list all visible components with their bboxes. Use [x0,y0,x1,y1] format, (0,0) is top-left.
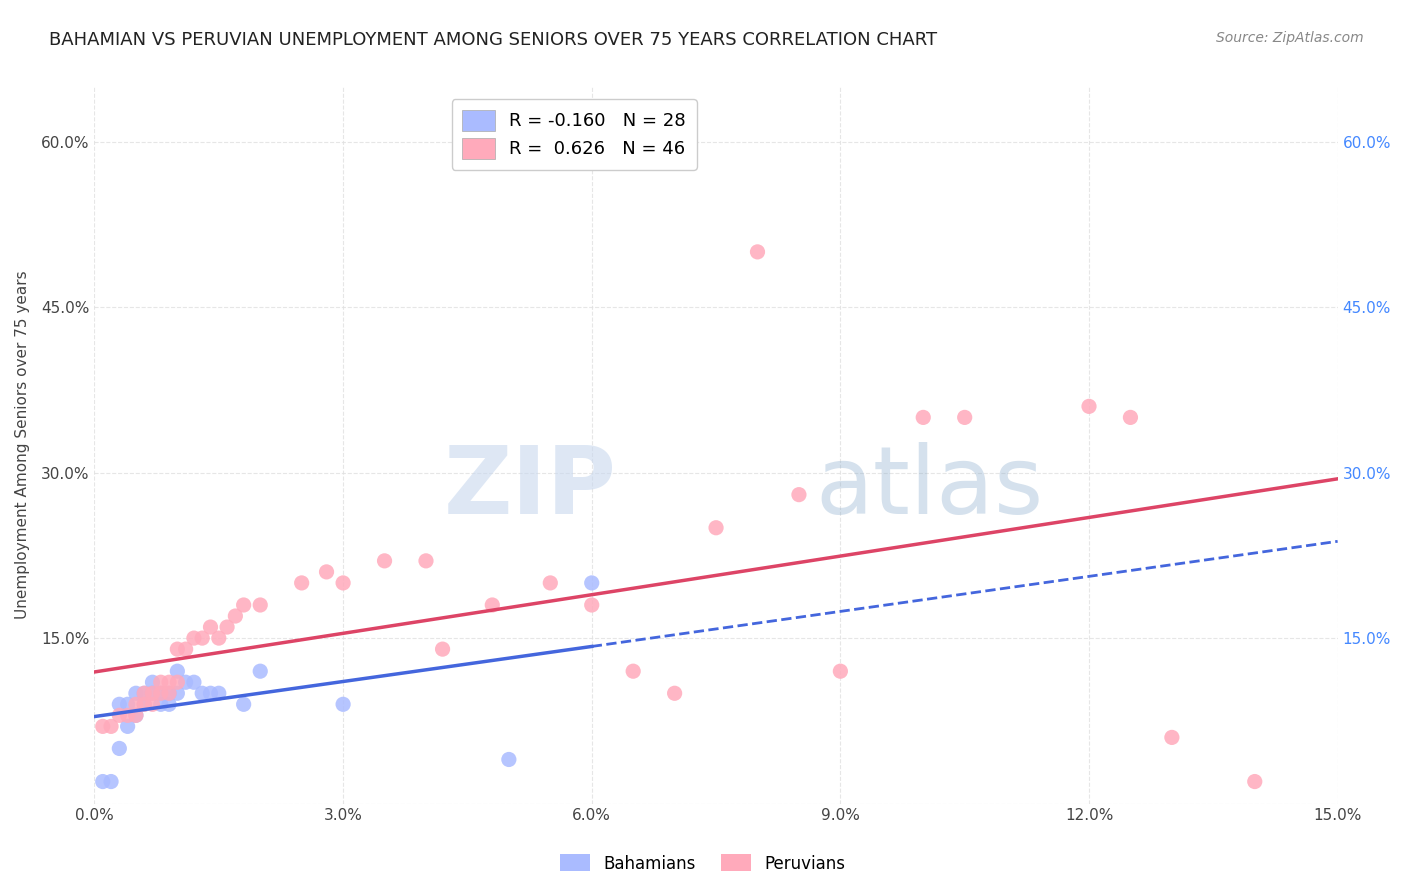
Point [100,774,122,789]
Point [134,686,156,700]
Point [581,576,603,591]
Point [157,686,180,700]
Point [498,752,520,766]
Point [141,675,163,690]
Point [432,642,454,657]
Point [183,631,205,645]
Point [166,664,188,678]
Point [953,410,976,425]
Point [332,576,354,591]
Point [141,698,163,712]
Point [1078,400,1101,414]
Point [157,698,180,712]
Point [332,698,354,712]
Point [157,675,180,690]
Point [374,554,396,568]
Point [117,719,139,733]
Point [664,686,686,700]
Point [166,686,188,700]
Text: Source: ZipAtlas.com: Source: ZipAtlas.com [1216,31,1364,45]
Point [1160,731,1182,745]
Point [191,686,214,700]
Point [208,686,231,700]
Text: BAHAMIAN VS PERUVIAN UNEMPLOYMENT AMONG SENIORS OVER 75 YEARS CORRELATION CHART: BAHAMIAN VS PERUVIAN UNEMPLOYMENT AMONG … [49,31,938,49]
Point [174,642,197,657]
Point [91,774,114,789]
Point [249,598,271,612]
Point [125,686,148,700]
Point [125,698,148,712]
Point [166,675,188,690]
Legend: Bahamians, Peruvians: Bahamians, Peruvians [554,847,852,880]
Point [1119,410,1142,425]
Y-axis label: Unemployment Among Seniors over 75 years: Unemployment Among Seniors over 75 years [15,270,30,619]
Point [621,664,644,678]
Point [149,675,172,690]
Point [134,686,156,700]
Point [415,554,437,568]
Point [108,698,131,712]
Point [108,741,131,756]
Point [134,698,156,712]
Point [157,686,180,700]
Point [191,631,214,645]
Point [100,719,122,733]
Point [200,620,222,634]
Point [232,598,254,612]
Point [787,488,810,502]
Point [912,410,935,425]
Point [174,675,197,690]
Point [481,598,503,612]
Point [91,719,114,733]
Point [149,686,172,700]
Point [141,686,163,700]
Text: ZIP: ZIP [444,442,617,534]
Point [183,675,205,690]
Point [1243,774,1265,789]
Point [581,598,603,612]
Point [149,698,172,712]
Point [830,664,852,678]
Point [117,698,139,712]
Text: atlas: atlas [815,442,1043,534]
Point [249,664,271,678]
Point [134,698,156,712]
Point [141,686,163,700]
Point [108,708,131,723]
Point [232,698,254,712]
Point [217,620,239,634]
Point [747,244,769,259]
Point [224,609,246,624]
Point [149,686,172,700]
Point [166,642,188,657]
Point [315,565,337,579]
Point [117,708,139,723]
Point [125,708,148,723]
Point [704,521,727,535]
Legend: R = -0.160   N = 28, R =  0.626   N = 46: R = -0.160 N = 28, R = 0.626 N = 46 [451,99,697,169]
Point [538,576,561,591]
Point [125,708,148,723]
Point [291,576,314,591]
Point [200,686,222,700]
Point [208,631,231,645]
